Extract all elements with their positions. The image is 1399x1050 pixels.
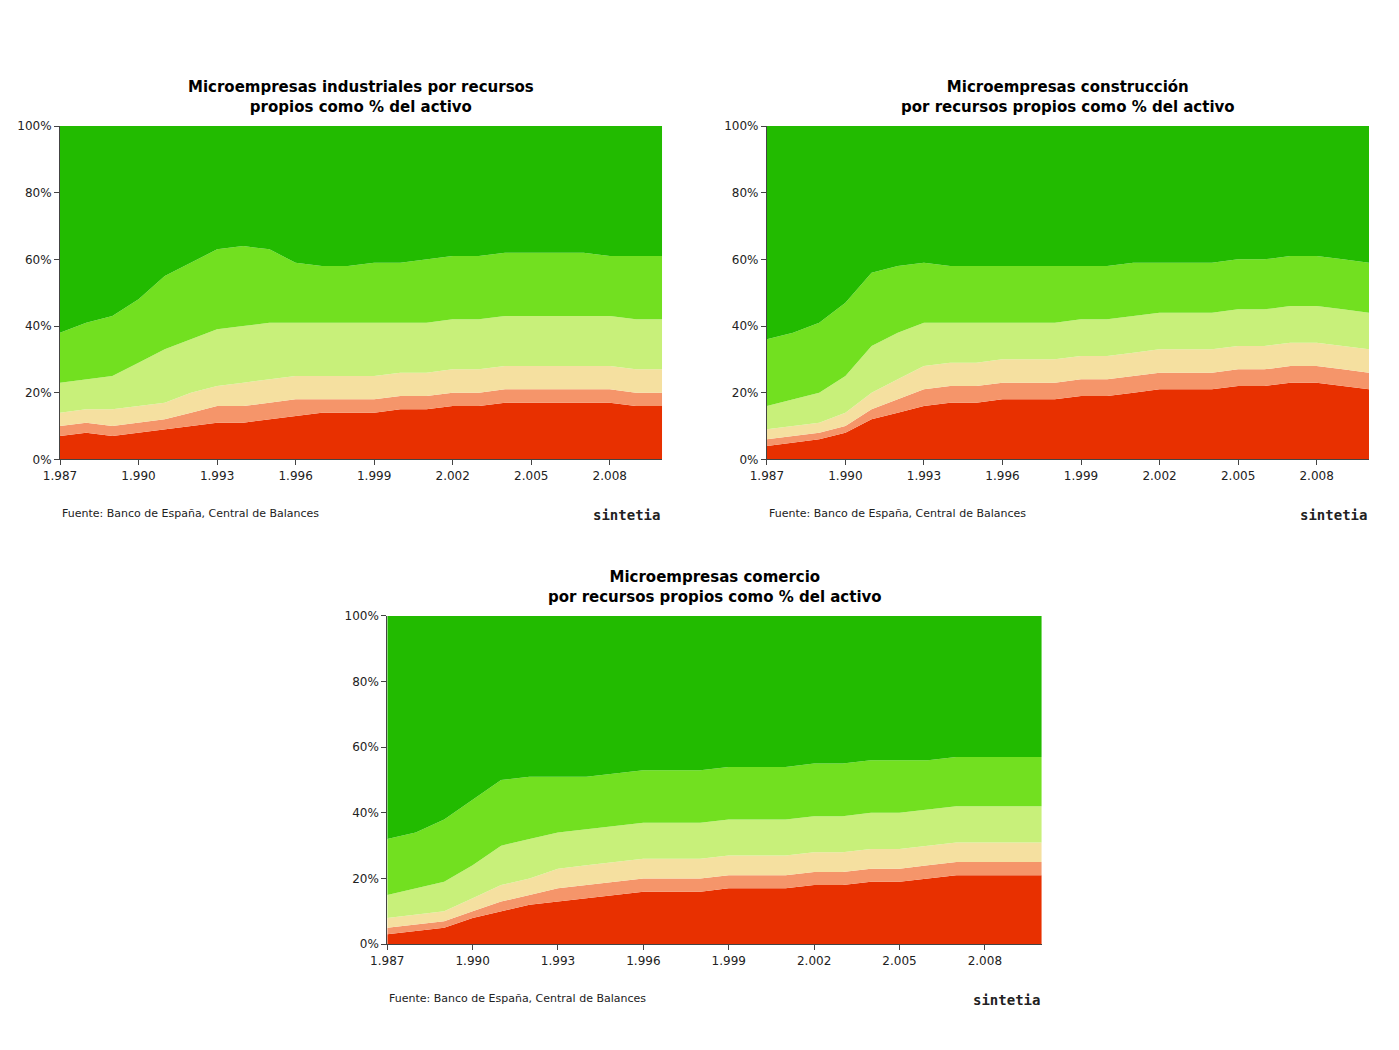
svg-text:1.999: 1.999 — [1064, 469, 1098, 483]
svg-text:1.987: 1.987 — [43, 469, 77, 483]
svg-text:80%: 80% — [352, 675, 379, 689]
svg-text:1.993: 1.993 — [541, 954, 575, 968]
svg-text:20%: 20% — [25, 386, 52, 400]
svg-text:2.008: 2.008 — [593, 469, 627, 483]
svg-text:Fuente: Banco de España, Centr: Fuente: Banco de España, Central de Bala… — [62, 507, 319, 520]
svg-text:2.005: 2.005 — [882, 954, 916, 968]
svg-text:Microempresas industriales por: Microempresas industriales por recursosp… — [188, 78, 534, 116]
svg-text:80%: 80% — [732, 186, 759, 200]
svg-text:0%: 0% — [360, 937, 379, 951]
svg-text:80%: 80% — [25, 186, 52, 200]
svg-text:1.987: 1.987 — [370, 954, 404, 968]
svg-text:2.002: 2.002 — [797, 954, 831, 968]
svg-text:100%: 100% — [17, 119, 51, 133]
svg-text:1.990: 1.990 — [455, 954, 489, 968]
svg-text:sintetia: sintetia — [973, 992, 1040, 1008]
svg-text:60%: 60% — [352, 740, 379, 754]
svg-text:20%: 20% — [732, 386, 759, 400]
svg-text:1.993: 1.993 — [200, 469, 234, 483]
svg-text:Fuente: Banco de España, Centr: Fuente: Banco de España, Central de Bala… — [389, 992, 646, 1005]
svg-text:1.999: 1.999 — [712, 954, 746, 968]
svg-text:60%: 60% — [25, 253, 52, 267]
svg-text:Microempresas comerciopor recu: Microempresas comerciopor recursos propi… — [548, 568, 882, 606]
svg-text:100%: 100% — [724, 119, 758, 133]
svg-text:2.005: 2.005 — [1221, 469, 1255, 483]
svg-text:1.999: 1.999 — [357, 469, 391, 483]
svg-text:2.002: 2.002 — [436, 469, 470, 483]
svg-text:2.002: 2.002 — [1142, 469, 1176, 483]
svg-text:20%: 20% — [352, 872, 379, 886]
svg-text:sintetia: sintetia — [1300, 507, 1367, 523]
svg-text:1.990: 1.990 — [828, 469, 862, 483]
svg-text:1.996: 1.996 — [985, 469, 1019, 483]
svg-text:2.005: 2.005 — [514, 469, 548, 483]
svg-text:40%: 40% — [732, 319, 759, 333]
svg-text:40%: 40% — [352, 806, 379, 820]
svg-text:100%: 100% — [345, 609, 379, 623]
svg-text:0%: 0% — [33, 453, 52, 467]
svg-text:60%: 60% — [732, 253, 759, 267]
svg-text:0%: 0% — [739, 453, 758, 467]
svg-text:1.996: 1.996 — [278, 469, 312, 483]
svg-text:2.008: 2.008 — [1299, 469, 1333, 483]
svg-text:Microempresas construcciónpor: Microempresas construcciónpor recursos p… — [901, 78, 1235, 116]
svg-text:40%: 40% — [25, 319, 52, 333]
svg-text:1.993: 1.993 — [907, 469, 941, 483]
svg-text:Fuente: Banco de España, Centr: Fuente: Banco de España, Central de Bala… — [769, 507, 1026, 520]
svg-text:1.996: 1.996 — [626, 954, 660, 968]
svg-text:1.990: 1.990 — [121, 469, 155, 483]
svg-text:2.008: 2.008 — [968, 954, 1002, 968]
svg-text:sintetia: sintetia — [593, 507, 660, 523]
svg-text:1.987: 1.987 — [750, 469, 784, 483]
